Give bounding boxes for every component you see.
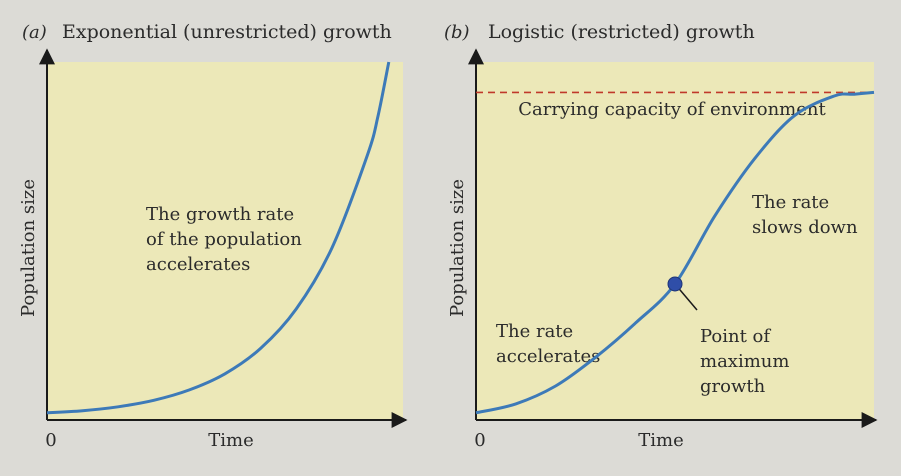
panel-exponential: (a) Exponential (unrestricted) growth Po… <box>18 21 408 451</box>
y-axis-label: Population size <box>447 179 468 317</box>
x-axis-label: Time <box>638 430 683 451</box>
annotation-line-2: slows down <box>752 217 858 238</box>
panel-letter: (a) <box>22 22 47 43</box>
accelerates-annotation: The rate accelerates <box>496 321 600 367</box>
annotation-line-1: Point of <box>700 326 771 347</box>
logistic-curve <box>475 90 875 415</box>
panel-logistic: (b) Logistic (restricted) growth Populat… <box>444 21 878 451</box>
panel-title: Exponential (unrestricted) growth <box>62 21 392 43</box>
annotation-line-2: accelerates <box>496 346 600 367</box>
origin-label: 0 <box>474 430 485 451</box>
origin-label: 0 <box>45 430 56 451</box>
y-axis-label: Population size <box>18 179 39 317</box>
slows-down-annotation: The rate slows down <box>752 192 858 238</box>
panel-title: Logistic (restricted) growth <box>488 21 755 43</box>
annotation-line-3: accelerates <box>146 254 250 275</box>
carrying-capacity-label: Carrying capacity of environment <box>518 99 826 120</box>
exponential-curve <box>46 61 391 415</box>
annotation-line-1: The growth rate <box>146 204 294 225</box>
plot-background <box>47 62 403 420</box>
annotation-line-2: maximum <box>700 351 789 372</box>
panel-letter: (b) <box>444 22 470 43</box>
annotation-line-3: growth <box>700 376 766 397</box>
plot-background <box>476 62 874 420</box>
max-growth-annotation: Point of maximum growth <box>700 326 789 397</box>
annotation-line-1: The rate <box>496 321 573 342</box>
growth-annotation: The growth rate of the population accele… <box>146 204 302 275</box>
annotation-line-2: of the population <box>146 229 302 250</box>
max-growth-point <box>667 276 683 292</box>
annotation-line-1: The rate <box>752 192 829 213</box>
x-axis-label: Time <box>208 430 253 451</box>
